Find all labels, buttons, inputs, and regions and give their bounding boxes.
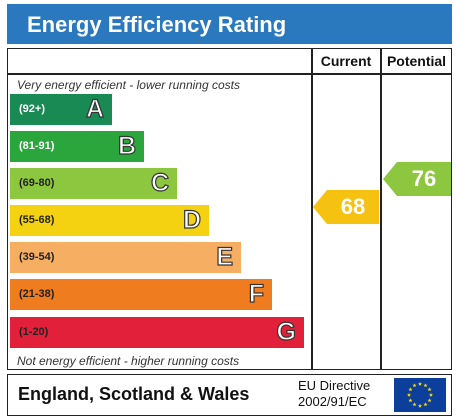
band-range-label: (21-38): [19, 288, 55, 300]
band-a: (92+) A: [10, 94, 112, 125]
eu-star: [427, 398, 432, 403]
eu-flag-icon: [394, 378, 446, 412]
band-letter: B: [117, 131, 136, 160]
band-range-label: (81-91): [19, 140, 55, 152]
band-e: (39-54) E: [10, 242, 241, 273]
footer: England, Scotland & Wales EU Directive 2…: [7, 374, 452, 416]
column-divider-potential: [380, 48, 382, 370]
eu-star: [408, 387, 413, 392]
eu-star: [417, 403, 423, 408]
potential-column-header: Potential: [386, 53, 447, 69]
eu-star: [423, 383, 428, 388]
current-rating-arrow: [313, 190, 379, 224]
band-range-label: (55-68): [19, 214, 55, 226]
eu-star: [428, 392, 434, 397]
eu-star: [408, 398, 413, 403]
current-column-header: Current: [320, 53, 372, 69]
band-range-label: (39-54): [19, 251, 55, 263]
eu-star: [427, 387, 432, 392]
band-letter: C: [150, 168, 169, 197]
current-rating-arrow-shape: [313, 190, 379, 224]
band-c: (69-80) C: [10, 168, 177, 199]
band-letter: F: [248, 279, 264, 308]
eu-flag-stars: [406, 381, 434, 408]
potential-rating-arrow-shape: [383, 162, 451, 196]
potential-rating-arrow: [383, 162, 451, 196]
band-range-label: (92+): [19, 103, 45, 115]
eu-directive-line2: 2002/91/EC: [298, 394, 367, 409]
band-letter: G: [276, 317, 297, 346]
band-f: (21-38) F: [10, 279, 272, 310]
chart-header: Energy Efficiency Rating: [7, 4, 452, 44]
eu-star: [412, 383, 417, 388]
chart-title: Energy Efficiency Rating: [27, 12, 287, 37]
header-row-divider: [7, 73, 452, 75]
footer-region: England, Scotland & Wales: [18, 384, 250, 404]
band-g: (1-20) G: [10, 317, 304, 348]
eu-star: [406, 392, 412, 397]
band-range-label: (1-20): [19, 326, 49, 338]
eu-star: [423, 402, 428, 407]
efficient-note: Very energy efficient - lower running co…: [17, 78, 240, 92]
band-range-label: (69-80): [19, 177, 55, 189]
inefficient-note: Not energy efficient - higher running co…: [17, 354, 240, 368]
column-divider-current: [311, 48, 313, 370]
band-letter: E: [216, 242, 234, 271]
band-b: (81-91) B: [10, 131, 144, 162]
band-letter: A: [85, 94, 104, 123]
eu-star: [412, 402, 417, 407]
band-letter: D: [182, 205, 201, 234]
current-rating-value: 68: [340, 194, 366, 219]
band-d: (55-68) D: [10, 205, 209, 236]
eu-directive: EU Directive 2002/91/EC: [298, 378, 370, 410]
rating-table: [7, 48, 452, 370]
eu-star: [417, 381, 423, 386]
potential-rating-value: 76: [411, 166, 437, 191]
eu-directive-line1: EU Directive: [298, 378, 371, 393]
